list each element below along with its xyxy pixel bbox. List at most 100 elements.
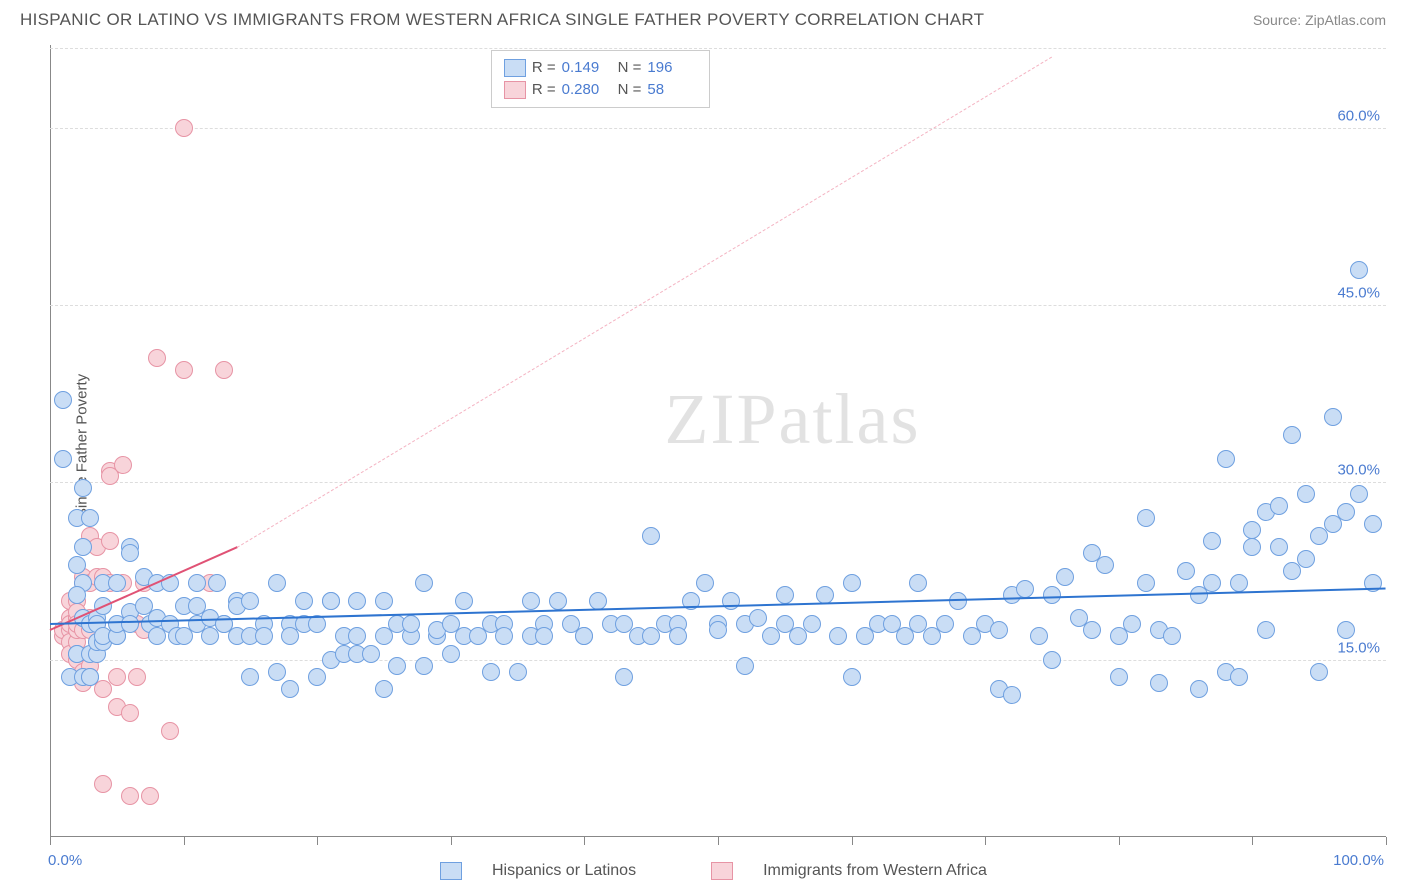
data-point bbox=[348, 627, 366, 645]
data-point bbox=[188, 574, 206, 592]
data-point bbox=[1110, 668, 1128, 686]
data-point bbox=[1297, 550, 1315, 568]
data-point bbox=[128, 668, 146, 686]
x-tick bbox=[1252, 837, 1253, 845]
data-point bbox=[803, 615, 821, 633]
data-point bbox=[141, 787, 159, 805]
y-tick-label: 30.0% bbox=[1337, 462, 1380, 479]
data-point bbox=[415, 574, 433, 592]
watermark: ZIPatlas bbox=[665, 378, 921, 461]
data-point bbox=[1283, 426, 1301, 444]
data-point bbox=[1016, 580, 1034, 598]
data-point bbox=[1043, 651, 1061, 669]
data-point bbox=[990, 621, 1008, 639]
data-point bbox=[175, 361, 193, 379]
x-tick bbox=[317, 837, 318, 845]
x-tick bbox=[1386, 837, 1387, 845]
data-point bbox=[108, 574, 126, 592]
data-point bbox=[1324, 408, 1342, 426]
data-point bbox=[208, 574, 226, 592]
data-point bbox=[121, 615, 139, 633]
data-point bbox=[402, 615, 420, 633]
data-point bbox=[1270, 497, 1288, 515]
data-point bbox=[1270, 538, 1288, 556]
data-point bbox=[1203, 574, 1221, 592]
data-point bbox=[68, 556, 86, 574]
data-point bbox=[281, 680, 299, 698]
data-point bbox=[816, 586, 834, 604]
chart-plot-area: ZIPatlas 15.0%30.0%45.0%60.0%0.0%100.0%R… bbox=[50, 45, 1386, 837]
data-point bbox=[1056, 568, 1074, 586]
data-point bbox=[1350, 485, 1368, 503]
data-point bbox=[642, 527, 660, 545]
data-point bbox=[1310, 663, 1328, 681]
data-point bbox=[936, 615, 954, 633]
data-point bbox=[509, 663, 527, 681]
data-point bbox=[909, 574, 927, 592]
data-point bbox=[575, 627, 593, 645]
data-point bbox=[255, 627, 273, 645]
data-point bbox=[388, 657, 406, 675]
data-point bbox=[215, 361, 233, 379]
data-point bbox=[74, 479, 92, 497]
data-point bbox=[68, 586, 86, 604]
data-point bbox=[101, 532, 119, 550]
x-tick-label: 0.0% bbox=[48, 852, 82, 869]
data-point bbox=[375, 680, 393, 698]
data-point bbox=[1243, 521, 1261, 539]
data-point bbox=[1150, 674, 1168, 692]
data-point bbox=[829, 627, 847, 645]
data-point bbox=[442, 645, 460, 663]
data-point bbox=[1230, 668, 1248, 686]
data-point bbox=[121, 544, 139, 562]
source-label: Source: ZipAtlas.com bbox=[1253, 12, 1386, 28]
legend-pink-label: Immigrants from Western Africa bbox=[763, 862, 987, 880]
chart-title: HISPANIC OR LATINO VS IMMIGRANTS FROM WE… bbox=[20, 10, 984, 30]
x-tick bbox=[852, 837, 853, 845]
x-tick bbox=[50, 837, 51, 845]
data-point bbox=[54, 450, 72, 468]
swatch-blue-icon bbox=[440, 862, 462, 880]
data-point bbox=[535, 627, 553, 645]
x-tick-label: 100.0% bbox=[1333, 852, 1384, 869]
data-point bbox=[81, 509, 99, 527]
trend-dash bbox=[237, 57, 1052, 548]
data-point bbox=[114, 456, 132, 474]
data-point bbox=[1137, 574, 1155, 592]
y-tick-label: 15.0% bbox=[1337, 639, 1380, 656]
data-point bbox=[74, 538, 92, 556]
data-point bbox=[843, 574, 861, 592]
data-point bbox=[175, 119, 193, 137]
data-point bbox=[696, 574, 714, 592]
data-point bbox=[1350, 261, 1368, 279]
data-point bbox=[121, 704, 139, 722]
data-point bbox=[362, 645, 380, 663]
data-point bbox=[241, 668, 259, 686]
data-point bbox=[1163, 627, 1181, 645]
data-point bbox=[549, 592, 567, 610]
data-point bbox=[1123, 615, 1141, 633]
data-point bbox=[482, 663, 500, 681]
x-tick bbox=[1119, 837, 1120, 845]
data-point bbox=[295, 592, 313, 610]
data-point bbox=[108, 668, 126, 686]
data-point bbox=[348, 592, 366, 610]
data-point bbox=[1337, 503, 1355, 521]
data-point bbox=[1203, 532, 1221, 550]
data-point bbox=[161, 722, 179, 740]
data-point bbox=[54, 391, 72, 409]
gridline bbox=[50, 128, 1386, 129]
data-point bbox=[1043, 586, 1061, 604]
data-point bbox=[1297, 485, 1315, 503]
data-point bbox=[1003, 686, 1021, 704]
x-tick bbox=[451, 837, 452, 845]
data-point bbox=[1337, 621, 1355, 639]
swatch-pink-icon bbox=[711, 862, 733, 880]
data-point bbox=[1190, 680, 1208, 698]
x-tick bbox=[985, 837, 986, 845]
swatch-icon bbox=[504, 59, 526, 77]
data-point bbox=[736, 657, 754, 675]
data-point bbox=[241, 592, 259, 610]
data-point bbox=[1177, 562, 1195, 580]
y-axis bbox=[50, 45, 51, 837]
